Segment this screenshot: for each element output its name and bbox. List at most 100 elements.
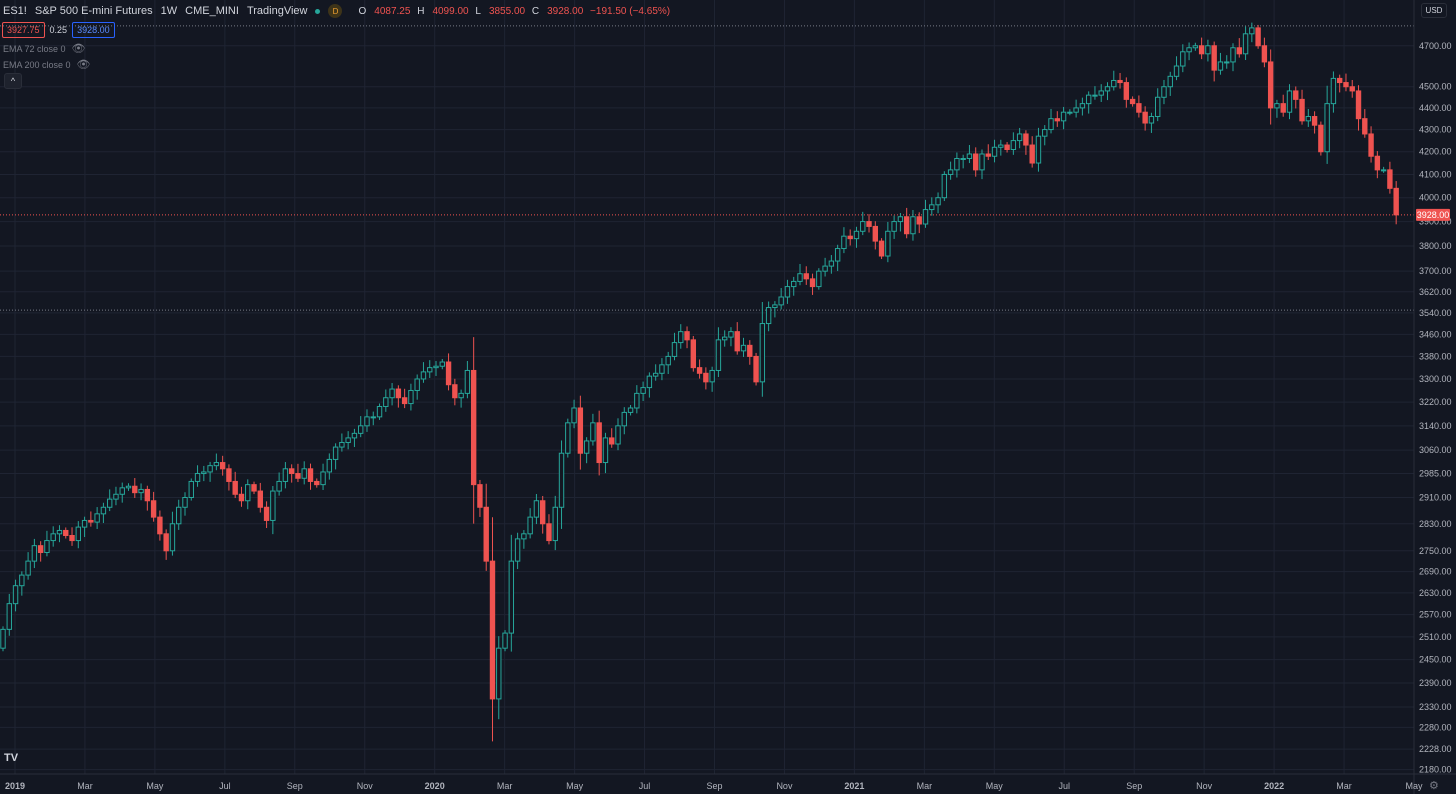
candle-body (646, 375, 653, 389)
bid-ask[interactable]: 3927.75 0.25 3928.00 (2, 22, 115, 38)
price-tick-label: 4500.00 (1419, 82, 1452, 92)
candle-body (866, 221, 872, 227)
candle-body (1023, 133, 1029, 146)
candle-body (1010, 140, 1017, 151)
candle-body (358, 425, 364, 434)
candle-body (973, 153, 979, 171)
interval[interactable]: 1W (160, 5, 178, 17)
candle-body (452, 384, 458, 399)
candle-body (25, 560, 31, 576)
candle-body (1217, 61, 1224, 71)
candle-body (1224, 61, 1230, 64)
candle-body (238, 493, 245, 502)
price-tick-label: 2985.00 (1419, 469, 1452, 479)
time-tick-label: Jul (639, 781, 651, 791)
close-label: C (531, 5, 540, 17)
candle-body (772, 304, 778, 309)
candle-body (878, 240, 885, 257)
indicator-ema-72[interactable]: EMA 72 close 0 👁︎ (3, 42, 86, 55)
candle-body (69, 534, 75, 542)
price-tick-label: 3300.00 (1419, 374, 1452, 384)
candle-body (276, 480, 282, 492)
symbol[interactable]: ES1! (3, 5, 27, 17)
settings-icon[interactable]: ⚙ (1429, 780, 1439, 792)
eye-off-icon[interactable]: 👁︎ (71, 43, 86, 55)
candle-body (1230, 47, 1236, 63)
candle-body (282, 468, 289, 482)
price-tick-label: 2570.00 (1419, 610, 1452, 620)
candle-body (1343, 82, 1349, 88)
candle-body (1104, 86, 1111, 92)
candle-body (56, 529, 63, 535)
candle-body (194, 473, 201, 482)
candle-body (75, 526, 82, 542)
price-tick-label: 3460.00 (1419, 329, 1452, 339)
symbol-legend[interactable]: ES1! S&P 500 E-mini Futures 1W CME_MINI … (3, 4, 682, 18)
currency-button[interactable]: USD (1421, 3, 1447, 18)
candle-body (1393, 187, 1399, 216)
candle-body (621, 411, 627, 427)
delayed-data-icon[interactable]: D (328, 4, 343, 18)
tradingview-logo-icon[interactable]: TV (4, 752, 19, 764)
spread: 0.25 (49, 25, 68, 35)
candle-body (678, 331, 684, 344)
price-tick-label: 4400.00 (1419, 103, 1452, 113)
candle-body (1048, 118, 1054, 131)
price-tick-label: 2750.00 (1419, 546, 1452, 556)
candle-body (1261, 45, 1268, 63)
candle-body (665, 355, 671, 366)
candle-body (596, 422, 602, 464)
candle-body (1035, 135, 1042, 164)
price-tick-label: 2630.00 (1419, 588, 1452, 598)
bid-price[interactable]: 3927.75 (2, 22, 45, 38)
candle-body (376, 406, 383, 418)
candle-body (326, 458, 333, 473)
candle-body (828, 260, 835, 267)
candle-body (1073, 107, 1079, 113)
indicator-ema-200[interactable]: EMA 200 close 0 👁︎ (3, 58, 91, 71)
candle-body (715, 339, 722, 371)
candle-body (408, 389, 414, 405)
candle-body (891, 221, 897, 232)
candle-body (1085, 94, 1092, 105)
candle-body (546, 523, 552, 542)
candle-body (169, 523, 176, 552)
candle-body (765, 307, 772, 325)
market-status[interactable]: D (315, 4, 350, 18)
time-tick-label: May (566, 781, 584, 791)
current-price-text: 3928.00 (1417, 210, 1450, 220)
candle-body (427, 367, 433, 373)
eye-off-icon[interactable]: 👁︎ (76, 59, 91, 71)
price-tick-label: 2690.00 (1419, 567, 1452, 577)
candle-body (634, 392, 640, 409)
candle-body (1155, 96, 1161, 118)
price-tick-label: 3800.00 (1419, 241, 1452, 251)
indicator-label: EMA 72 close 0 (3, 43, 66, 54)
candle-body (245, 484, 251, 502)
candle-body (88, 519, 94, 523)
price-tick-label: 2830.00 (1419, 519, 1452, 529)
time-tick-label: Nov (1196, 781, 1213, 791)
collapse-legend-button[interactable]: ^ (4, 73, 22, 89)
candle-body (834, 248, 841, 262)
candle-body (991, 146, 998, 157)
ask-price[interactable]: 3928.00 (72, 22, 115, 38)
candle-body (696, 367, 703, 374)
candle-body (370, 416, 376, 419)
candle-body (897, 216, 904, 223)
candle-body (257, 490, 263, 508)
time-tick-label: 2019 (5, 781, 25, 791)
candle-body (1029, 144, 1035, 164)
candle-body (577, 407, 584, 454)
price-axis[interactable]: 2180.00 2228.00 2280.00 2330.00 2390.00 2450.… (1413, 0, 1452, 794)
candle-body (860, 221, 866, 232)
candle-body (502, 632, 508, 649)
candle-body (332, 446, 339, 460)
candle-body (345, 437, 351, 443)
candle-body (527, 516, 533, 535)
candle-body (540, 500, 546, 525)
time-axis[interactable]: 2019 Mar May Jul Sep Nov 2020 Mar May Jul Sep Nov 20… (0, 773, 1456, 791)
candle-body (1293, 90, 1299, 100)
candle-body (1286, 90, 1293, 113)
